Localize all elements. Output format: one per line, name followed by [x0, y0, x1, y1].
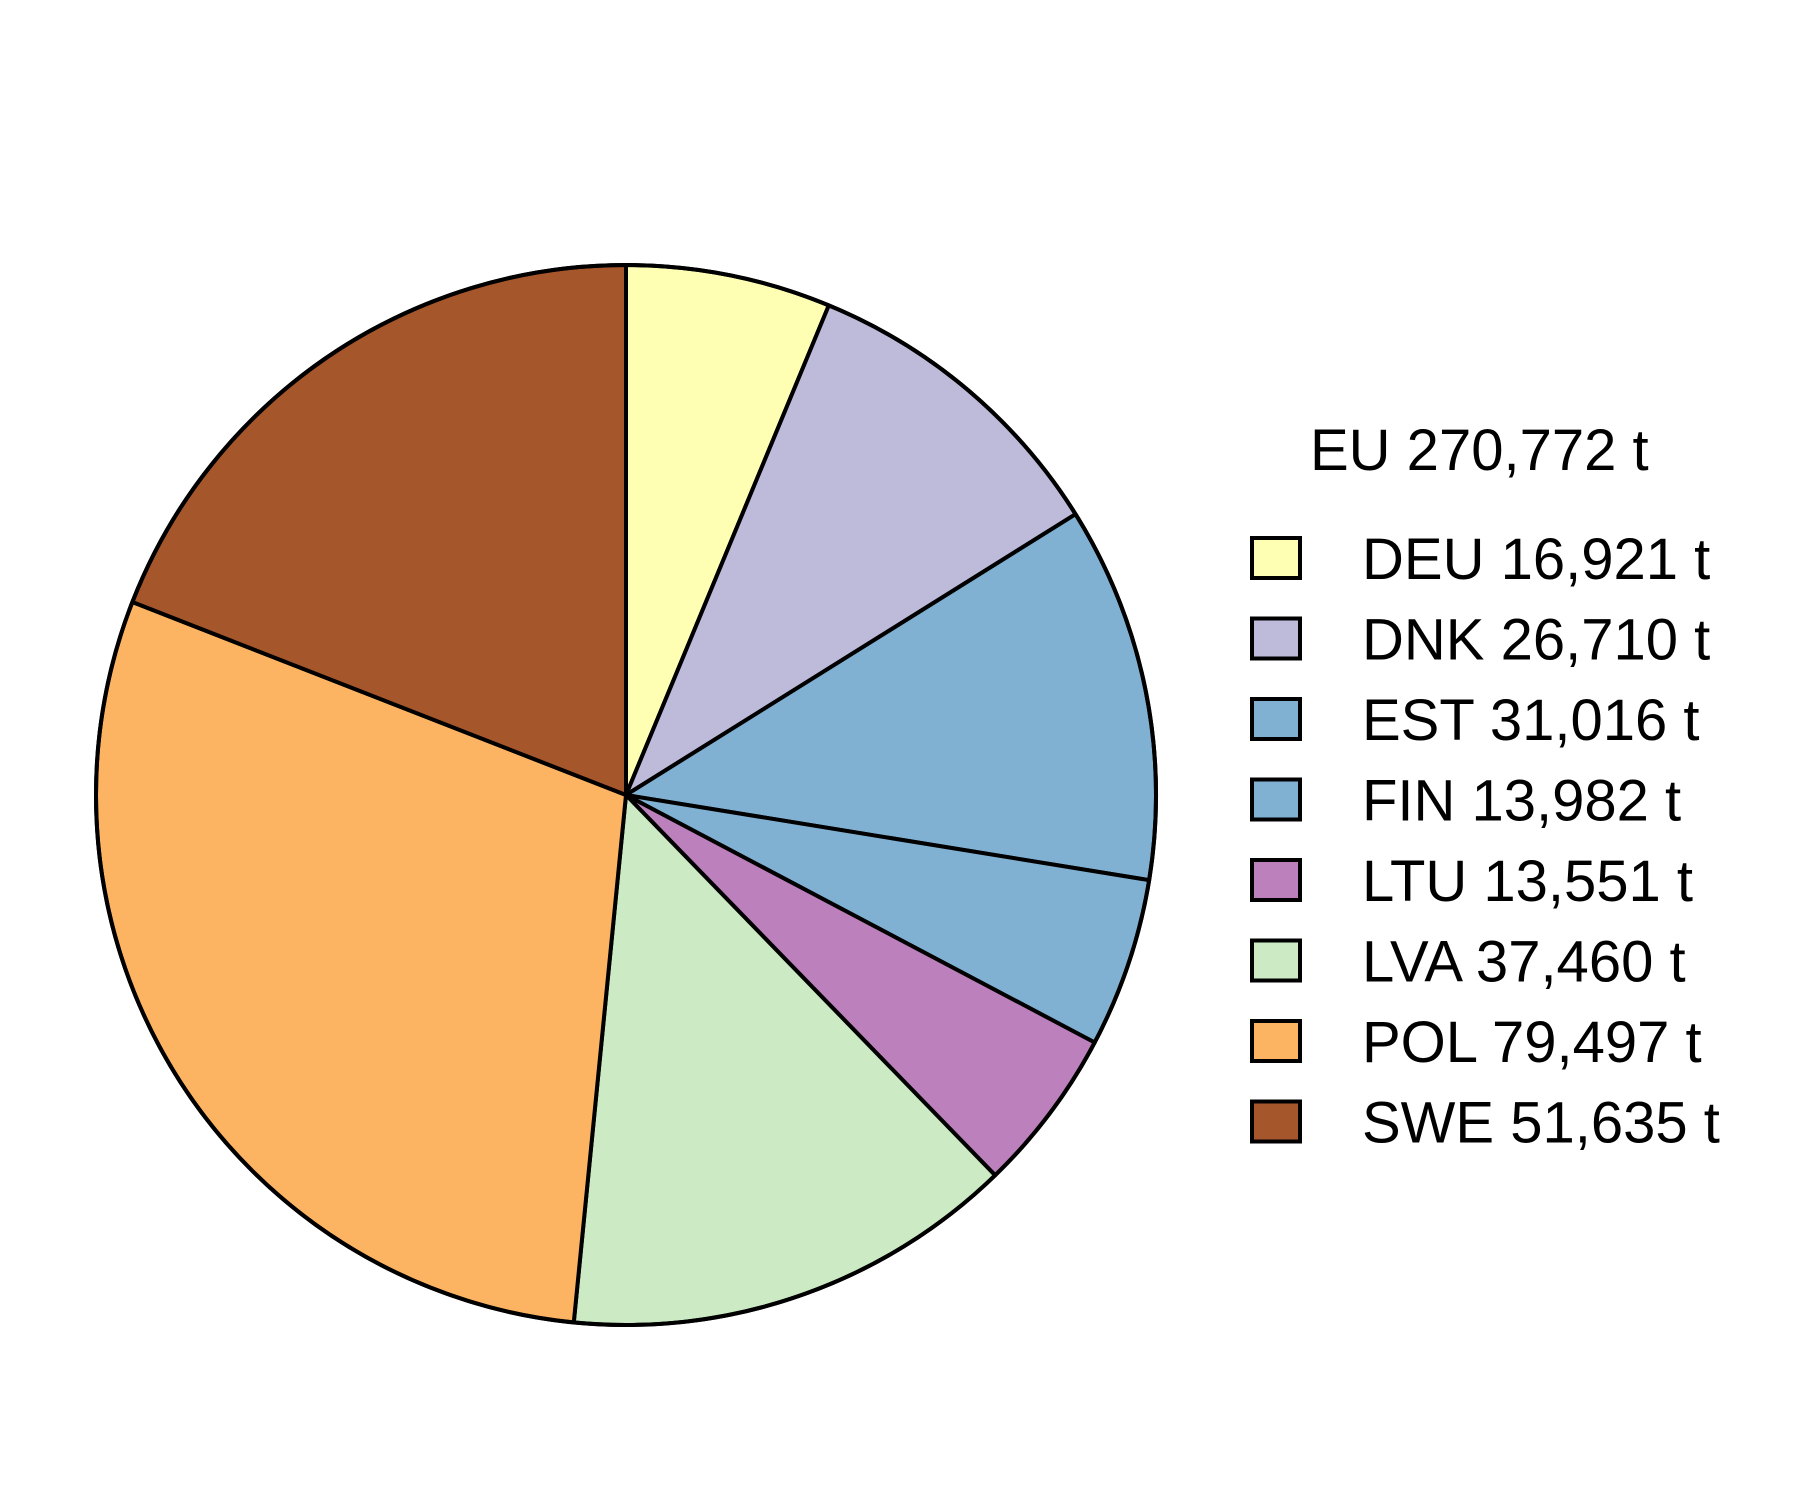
legend-label-ltu: LTU 13,551 t: [1362, 849, 1693, 914]
legend-title: EU 270,772 t: [1310, 418, 1649, 483]
legend-label-dnk: DNK 26,710 t: [1362, 608, 1710, 673]
legend-swatch-fin: [1250, 777, 1302, 822]
legend-label-swe: SWE 51,635 t: [1362, 1091, 1720, 1156]
legend-swatch-pol: [1250, 1019, 1302, 1063]
legend-swatch-dnk: [1250, 616, 1302, 661]
legend-swatch-est: [1250, 697, 1302, 741]
legend-label-lva: LVA 37,460 t: [1362, 930, 1686, 995]
legend-label-deu: DEU 16,921 t: [1362, 527, 1710, 592]
legend-label-fin: FIN 13,982 t: [1362, 769, 1681, 834]
legend-label-est: EST 31,016 t: [1362, 688, 1700, 753]
legend-items: DEU 16,921 t DNK 26,710 t EST 31,016 t FIN …: [1250, 527, 1720, 1156]
legend-swatch-lva: [1250, 938, 1302, 983]
pie-outline: [94, 263, 1158, 1327]
legend-swatch-deu: [1250, 536, 1302, 580]
legend-swatch-ltu: [1250, 858, 1302, 902]
pie-slices: [94, 263, 1158, 1327]
legend-swatch-swe: [1250, 1099, 1302, 1144]
legend-label-pol: POL 79,497 t: [1362, 1010, 1702, 1075]
legend: EU 270,772 t DEU 16,921 t DNK 26,710 t EST…: [1250, 418, 1720, 1156]
